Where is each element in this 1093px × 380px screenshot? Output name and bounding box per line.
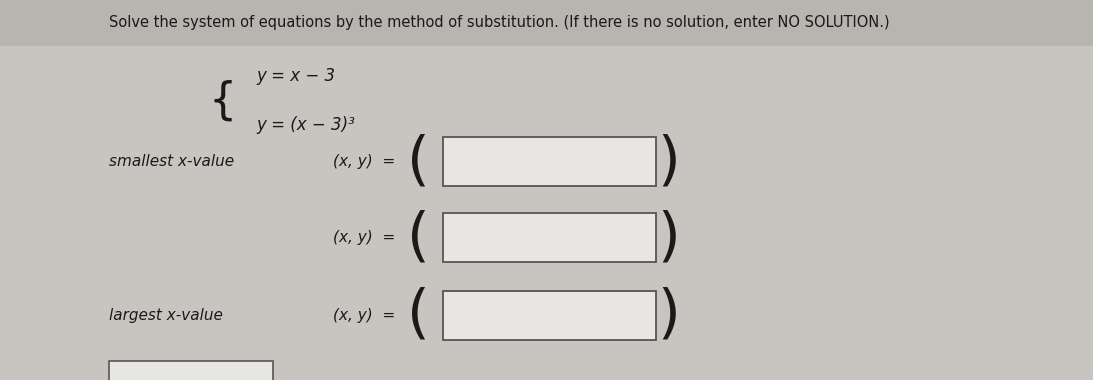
Text: ): )	[658, 133, 680, 190]
Text: (x, y)  =: (x, y) =	[333, 230, 396, 245]
Text: smallest x-value: smallest x-value	[109, 154, 234, 169]
FancyBboxPatch shape	[443, 291, 656, 340]
FancyBboxPatch shape	[0, 0, 1093, 46]
Text: (x, y)  =: (x, y) =	[333, 154, 396, 169]
Text: ): )	[658, 209, 680, 266]
Text: (: (	[408, 287, 430, 344]
Text: y = (x − 3)³: y = (x − 3)³	[257, 116, 355, 135]
Text: (x, y)  =: (x, y) =	[333, 308, 396, 323]
Text: (: (	[408, 133, 430, 190]
FancyBboxPatch shape	[109, 361, 273, 380]
FancyBboxPatch shape	[443, 213, 656, 262]
Text: y = x − 3: y = x − 3	[257, 67, 336, 85]
Text: Solve the system of equations by the method of substitution. (If there is no sol: Solve the system of equations by the met…	[109, 15, 890, 30]
FancyBboxPatch shape	[443, 137, 656, 186]
Text: largest x-value: largest x-value	[109, 308, 223, 323]
Text: (: (	[408, 209, 430, 266]
Text: {: {	[209, 79, 237, 122]
Text: ): )	[658, 287, 680, 344]
